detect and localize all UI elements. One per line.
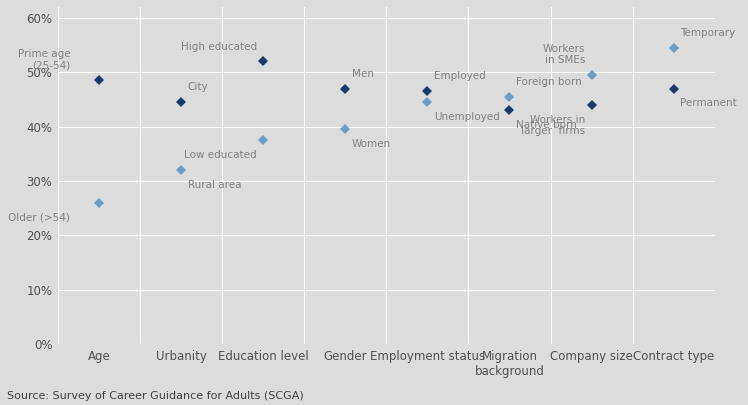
Text: Older (>54): Older (>54) bbox=[8, 213, 70, 223]
Text: Women: Women bbox=[352, 139, 391, 149]
Text: Permanent: Permanent bbox=[680, 98, 737, 109]
Text: Source: Survey of Career Guidance for Adults (SCGA): Source: Survey of Career Guidance for Ad… bbox=[7, 391, 304, 401]
Text: High educated: High educated bbox=[180, 42, 257, 51]
Text: Native born: Native born bbox=[516, 120, 577, 130]
Text: Temporary: Temporary bbox=[680, 28, 735, 38]
Text: Unemployed: Unemployed bbox=[434, 112, 500, 122]
Text: Rural area: Rural area bbox=[188, 180, 241, 190]
Text: Employed: Employed bbox=[434, 71, 485, 81]
Text: Men: Men bbox=[352, 69, 374, 79]
Text: Prime age
(25-54): Prime age (25-54) bbox=[18, 49, 70, 70]
Text: Low educated: Low educated bbox=[184, 150, 257, 160]
Text: Workers in
larger  firms: Workers in larger firms bbox=[521, 115, 585, 136]
Text: Foreign born: Foreign born bbox=[516, 77, 582, 87]
Text: Workers
in SMEs: Workers in SMEs bbox=[542, 44, 585, 65]
Text: City: City bbox=[188, 82, 208, 92]
